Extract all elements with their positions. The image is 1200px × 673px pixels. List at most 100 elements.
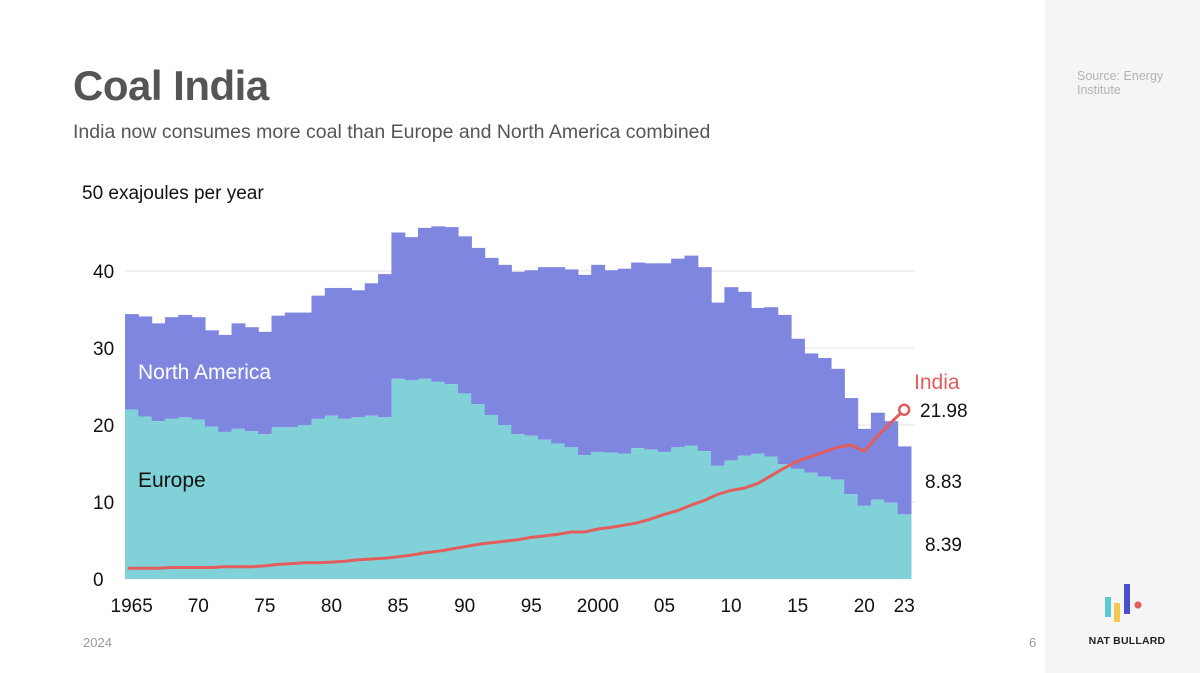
north-america-bar-2022 <box>884 421 899 503</box>
europe-bar-2015 <box>791 468 805 579</box>
europe-bar-1972 <box>218 431 233 579</box>
europe-bar-1975 <box>258 434 273 579</box>
north-america-bar-2011 <box>737 291 752 456</box>
europe-bar-2003 <box>631 448 646 579</box>
europe-bar-1995 <box>524 435 539 579</box>
north-america-bar-2005 <box>657 263 672 452</box>
europe-bar-1977 <box>284 427 299 579</box>
north-america-bar-1971 <box>204 330 219 427</box>
europe-bar-1967 <box>151 421 166 579</box>
europe-bar-2000 <box>591 451 606 579</box>
india-end-marker <box>897 403 911 417</box>
y-axis-unit-label: 50 exajoules per year <box>82 183 264 204</box>
europe-bar-1976 <box>271 427 286 579</box>
north-america-bar-1993 <box>497 264 512 425</box>
europe-bar-2019 <box>844 494 859 579</box>
north-america-bar-1972 <box>218 334 233 432</box>
x-tick-1985: 85 <box>387 596 408 617</box>
europe-bar-1986 <box>404 380 419 579</box>
europe-bar-2002 <box>617 453 632 579</box>
legend-europe: Europe <box>138 469 206 492</box>
india-line <box>127 408 906 570</box>
north-america-bar-2009 <box>711 302 725 466</box>
stacked-area-chart: 0 10 20 30 40 1965 70 75 80 85 90 95 2000 05 10 15 20 23… <box>82 183 968 617</box>
europe-bar-1982 <box>351 417 366 579</box>
europe-bar-2007 <box>684 445 699 579</box>
europe-bar-2012 <box>751 453 765 579</box>
north-america-bar-1995 <box>524 270 539 436</box>
europe-bar-1996 <box>537 439 552 579</box>
page-number: 6 <box>1029 635 1037 650</box>
north-america-bar-1973 <box>231 323 246 429</box>
north-america-bar-2000 <box>591 264 606 452</box>
europe-bar-1993 <box>497 425 512 579</box>
europe-bar-2001 <box>604 452 619 579</box>
north-america-bar-2021 <box>870 412 885 500</box>
north-america-bar-1967 <box>151 323 166 422</box>
north-america-bar-2007 <box>684 255 699 446</box>
europe-bar-1968 <box>164 418 179 579</box>
x-tick-2005: 05 <box>654 596 675 617</box>
x-axis-ticks: 1965 70 75 80 85 90 95 2000 05 10 15 20 23 <box>111 596 915 617</box>
north-america-bar-2004 <box>644 263 659 450</box>
north-america-bar-1996 <box>537 267 552 440</box>
europe-bar-2013 <box>764 456 779 579</box>
europe-bar-1991 <box>471 404 486 579</box>
europe-bar-2004 <box>644 449 659 579</box>
north-america-bar-2003 <box>631 262 646 449</box>
page-title: Coal India <box>73 62 269 109</box>
north-america-bar-2023 <box>897 446 912 515</box>
europe-bar-1992 <box>484 414 499 579</box>
north-america-bar-2012 <box>751 307 765 454</box>
europe-bar-1994 <box>511 434 526 579</box>
europe-bar-2022 <box>884 502 899 579</box>
x-tick-2010: 10 <box>720 596 741 617</box>
north-america-bar-1990 <box>458 236 472 394</box>
north-america-bar-1970 <box>191 317 206 420</box>
north-america-bar-1985 <box>391 232 406 379</box>
page-subtitle: India now consumes more coal than Europe… <box>73 121 711 143</box>
north-america-bar-1986 <box>404 237 419 381</box>
north-america-bar-2015 <box>791 338 805 469</box>
europe-bar-2006 <box>671 447 686 579</box>
x-tick-1970: 70 <box>188 596 209 617</box>
north-america-bar-2018 <box>830 368 845 480</box>
europe-bar-1966 <box>138 416 153 579</box>
north-america-bar-1975 <box>258 331 273 435</box>
europe-bar-2008 <box>697 451 712 579</box>
footer-year: 2024 <box>83 635 112 650</box>
north-america-bar-1982 <box>351 290 366 418</box>
europe-bar-1983 <box>364 415 379 579</box>
north-america-bar-1969 <box>178 314 193 418</box>
north-america-bar-1983 <box>364 283 379 416</box>
area-layer <box>125 226 912 579</box>
europe-bar-2014 <box>777 464 792 579</box>
north-america-bar-1989 <box>444 227 459 385</box>
north-america-bar-1991 <box>471 247 486 405</box>
north-america-bar-2010 <box>724 287 739 461</box>
north-america-bar-2008 <box>697 267 712 452</box>
north-america-bar-1968 <box>164 317 179 419</box>
north-america-bar-1980 <box>324 287 339 416</box>
india-line-layer <box>127 403 911 570</box>
europe-bar-2016 <box>804 472 819 579</box>
europe-bar-2009 <box>711 465 725 579</box>
europe-bar-1981 <box>338 418 353 579</box>
europe-bar-1973 <box>231 428 246 579</box>
north-america-bar-2002 <box>617 268 632 454</box>
europe-bar-1990 <box>458 393 472 579</box>
north-america-bar-1977 <box>284 312 299 428</box>
europe-bar-2011 <box>737 455 752 579</box>
north-america-bar-1997 <box>551 267 566 444</box>
x-tick-2000: 2000 <box>577 596 619 617</box>
europe-bar-2023 <box>897 514 912 579</box>
north-america-bar-1966 <box>138 316 153 417</box>
europe-bar-2017 <box>817 476 832 579</box>
x-tick-1975: 75 <box>254 596 275 617</box>
europe-bar-2021 <box>870 499 885 579</box>
x-tick-1965: 1965 <box>111 596 153 617</box>
y-tick-0: 0 <box>93 570 104 591</box>
north-america-end-value-label: 8.83 <box>925 472 962 493</box>
europe-bar-1999 <box>577 455 592 579</box>
north-america-bar-2016 <box>804 353 819 473</box>
